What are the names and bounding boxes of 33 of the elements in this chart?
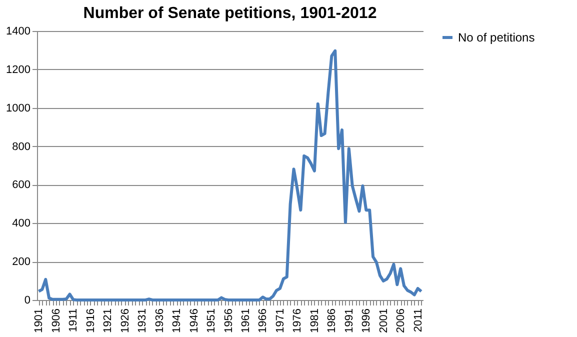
y-tick-label: 400 xyxy=(12,218,30,230)
x-tick-label: 1901 xyxy=(33,308,46,333)
x-tick-label: 1981 xyxy=(308,308,321,333)
x-tick-label: 2006 xyxy=(395,308,408,333)
x-tick-label: 2011 xyxy=(412,308,424,332)
x-tick-label: 1971 xyxy=(274,308,286,333)
x-tick-label: 2001 xyxy=(378,308,390,333)
chart-title: Number of Senate petitions, 1901-2012 xyxy=(83,5,377,22)
x-tick-label: 1921 xyxy=(102,308,114,333)
y-tick-label: 0 xyxy=(24,294,30,306)
y-tick-label: 1200 xyxy=(6,64,30,76)
x-tick-label: 1931 xyxy=(136,308,149,333)
y-tick-label: 1000 xyxy=(6,102,30,114)
x-tick-label: 1956 xyxy=(222,308,235,333)
x-tick-label: 1961 xyxy=(240,308,252,333)
x-tick-label: 1946 xyxy=(188,308,200,333)
x-tick-label: 1986 xyxy=(326,308,338,333)
legend-label: No of petitions xyxy=(458,30,535,44)
y-tick-label: 600 xyxy=(12,179,30,192)
x-tick-label: 1996 xyxy=(360,308,373,333)
x-tick-label: 1951 xyxy=(206,308,218,333)
x-tick-label: 1976 xyxy=(292,308,304,333)
x-tick-label: 1926 xyxy=(119,308,132,333)
x-tick-label: 1941 xyxy=(171,308,184,333)
y-tick-label: 1400 xyxy=(6,26,30,38)
x-tick-label: 1906 xyxy=(50,308,62,333)
y-tick-label: 800 xyxy=(12,140,30,153)
x-tick-label: 1916 xyxy=(84,308,97,333)
x-tick-label: 1936 xyxy=(154,308,166,333)
y-tick-label: 200 xyxy=(12,256,30,268)
x-tick-label: 1991 xyxy=(343,308,356,333)
x-tick-label: 1966 xyxy=(257,308,270,333)
x-tick-label: 1911 xyxy=(68,308,80,332)
